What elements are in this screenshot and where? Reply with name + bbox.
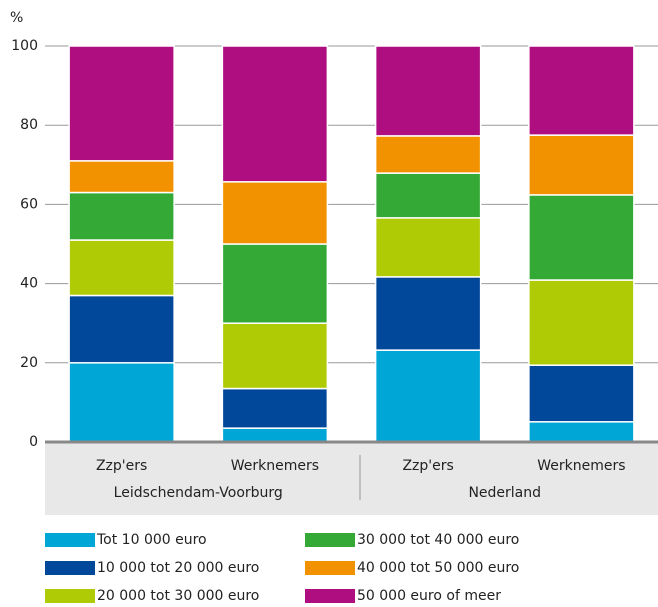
bar-segment: [374, 135, 482, 174]
bar-segment: [221, 45, 329, 183]
bar-segment: [528, 134, 635, 196]
bar-segment: [68, 191, 175, 241]
bar-segment: [374, 349, 482, 443]
x-tick-label: Zzp'ers: [96, 458, 147, 474]
bar-segment: [374, 217, 482, 278]
legend-swatch: [45, 533, 95, 547]
bar-segment: [221, 322, 329, 390]
y-tick-label: 0: [29, 434, 38, 450]
y-tick-label: 20: [20, 355, 38, 371]
legend-label: 10 000 tot 20 000 euro: [97, 560, 259, 576]
bar-segment: [374, 276, 482, 351]
legend-swatch: [305, 589, 355, 603]
bar-segment: [528, 45, 635, 136]
bar-segment: [68, 160, 175, 194]
bar-segment: [528, 194, 635, 281]
bar-segment: [68, 362, 175, 443]
bar-segment: [68, 294, 175, 364]
legend-label: 30 000 tot 40 000 euro: [357, 532, 519, 548]
y-unit: %: [10, 10, 23, 26]
group-label: Nederland: [468, 485, 541, 501]
y-tick-label: 80: [20, 117, 38, 133]
legend-label: Tot 10 000 euro: [96, 532, 207, 548]
legend-swatch: [45, 589, 95, 603]
bar-segment: [374, 45, 482, 137]
legend-label: 40 000 tot 50 000 euro: [357, 560, 519, 576]
x-tick-label: Werknemers: [231, 458, 319, 474]
category-band: [45, 443, 658, 515]
legend-swatch: [305, 561, 355, 575]
bar-segment: [221, 427, 329, 443]
x-tick-label: Zzp'ers: [402, 458, 453, 474]
legend-swatch: [45, 561, 95, 575]
legend-label: 20 000 tot 30 000 euro: [97, 588, 259, 604]
bar-segment: [528, 421, 635, 443]
bar-segment: [68, 45, 175, 162]
x-tick-label: Werknemers: [537, 458, 625, 474]
bar-segment: [528, 279, 635, 366]
bar-segment: [221, 181, 329, 245]
bar-segment: [68, 239, 175, 297]
bar-segment: [221, 243, 329, 324]
y-tick-label: 100: [11, 38, 38, 54]
legend-swatch: [305, 533, 355, 547]
y-tick-label: 60: [20, 196, 38, 212]
bar-segment: [221, 387, 329, 429]
bar-segment: [528, 364, 635, 423]
legend-label: 50 000 euro of meer: [357, 588, 501, 604]
bar-segment: [374, 172, 482, 219]
y-tick-label: 40: [20, 276, 38, 292]
group-label: Leidschendam-Voorburg: [114, 485, 283, 501]
